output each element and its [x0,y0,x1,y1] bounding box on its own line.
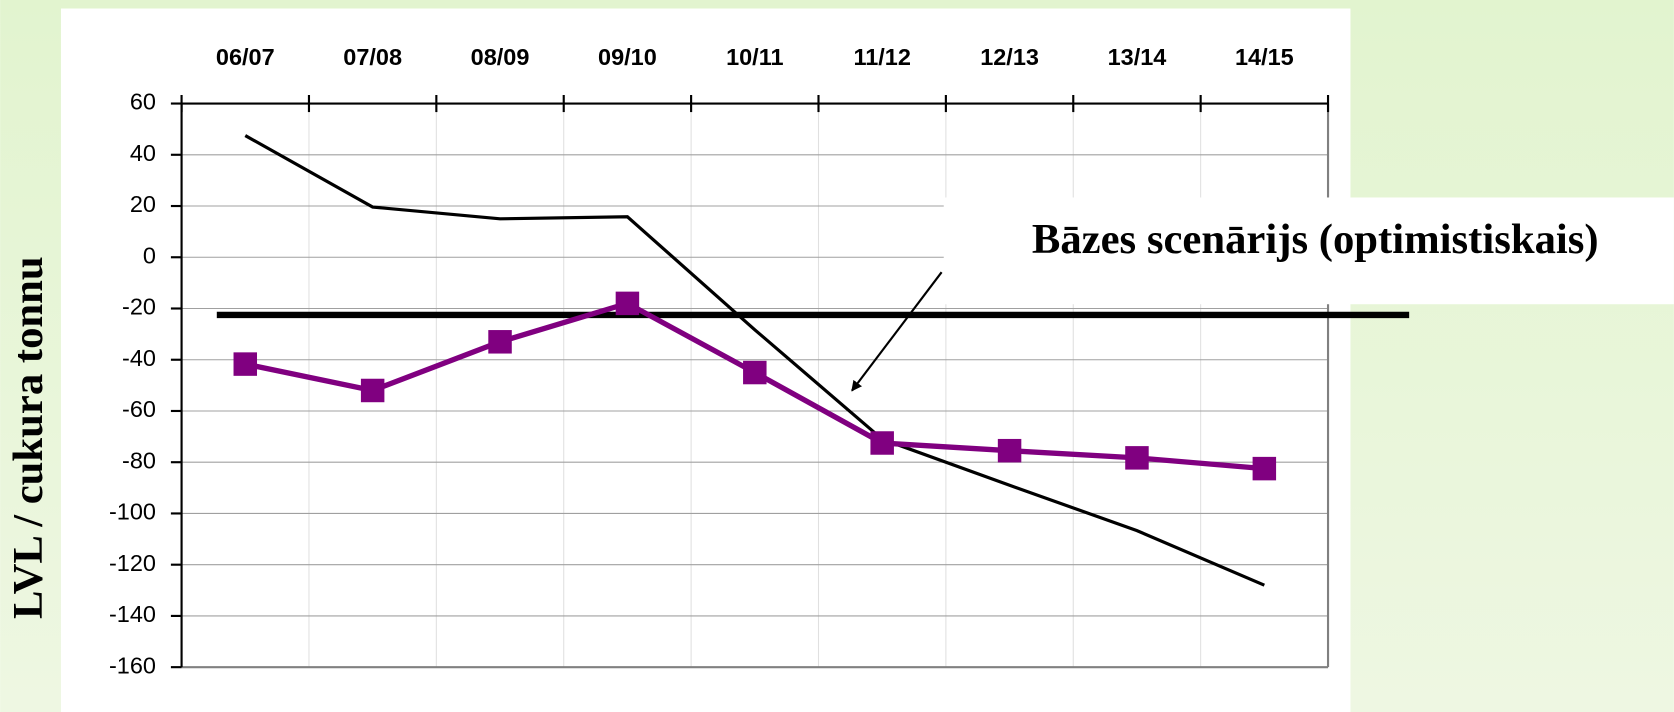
x-tick-label: 08/09 [471,44,530,70]
annotation: Bāzes scenārijs (optimistiskais) [1032,216,1599,263]
y-tick-label: 0 [143,242,156,268]
x-tick-label: 13/14 [1108,44,1167,70]
data-point [1125,446,1149,470]
x-tick-label: 11/12 [853,44,910,70]
x-tick-label: 14/15 [1235,44,1294,70]
y-tick-label: -100 [109,499,156,525]
y-tick-label: -120 [109,550,156,576]
y-tick-label: 60 [130,89,156,115]
x-tick-label: 12/13 [980,44,1039,70]
data-point [488,330,512,354]
y-tick-label: -20 [122,294,156,320]
y-tick-label: -80 [122,447,156,473]
x-tick-label: 09/10 [598,44,657,70]
data-point [997,438,1022,463]
data-point [1252,456,1277,481]
annotation-arrow [851,271,943,392]
y-tick-label: -60 [122,396,156,422]
data-point [743,360,767,385]
data-point [615,291,640,316]
data-point [233,352,258,376]
x-tick-label: 07/08 [343,44,402,70]
annotation-box [943,197,1674,305]
y-axis-label: LVL / cukura tonnu [5,256,52,619]
x-tick-label: 06/07 [216,44,275,70]
series-line [244,134,1265,587]
x-tick-label: 10/11 [726,44,783,70]
y-tick-label: 40 [130,140,156,166]
data-point [360,378,385,403]
y-tick-label: -40 [122,345,156,371]
y-tick-label: 20 [130,191,156,217]
y-tick-label: -140 [109,601,156,627]
y-tick-label: -160 [109,652,156,678]
data-point [870,431,894,455]
